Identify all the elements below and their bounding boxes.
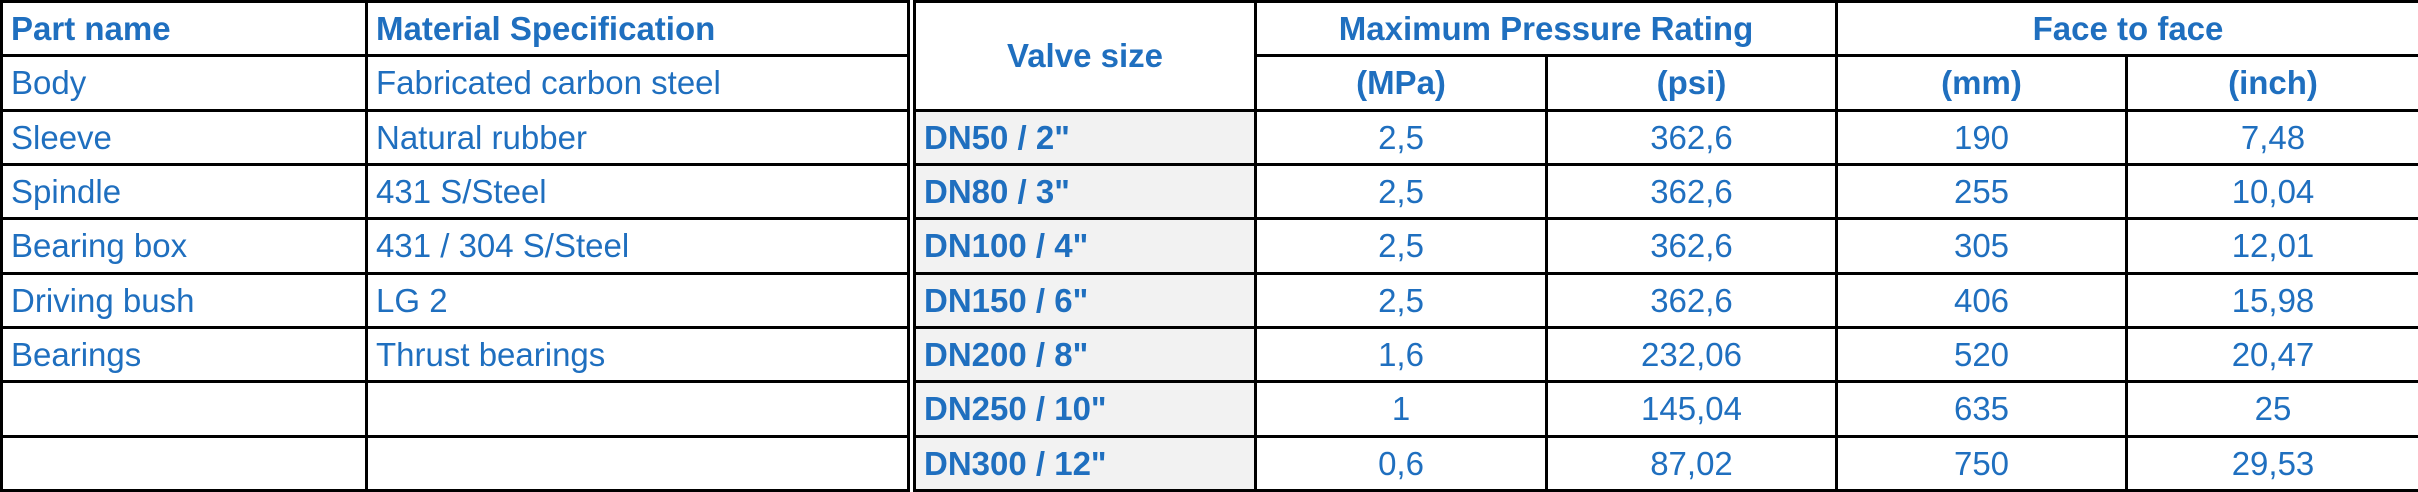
table-cell: Valve size — [907, 0, 1257, 112]
table-cell: 29,53 — [2125, 434, 2418, 492]
table-cell: Sleeve — [0, 108, 368, 166]
table-cell: 255 — [1835, 162, 2128, 221]
table-cell: 2,5 — [1254, 217, 1548, 275]
table-cell: 145,04 — [1545, 380, 1838, 438]
table-cell: Body — [0, 54, 368, 112]
table-cell: 0,6 — [1254, 434, 1548, 492]
table-cell: DN200 / 8" — [907, 325, 1257, 384]
table-cell: 20,47 — [2125, 325, 2418, 384]
table-cell: 12,01 — [2125, 217, 2418, 275]
table-cell: DN80 / 3" — [907, 162, 1257, 221]
table-cell: Part name — [0, 0, 368, 58]
table-cell: 10,04 — [2125, 162, 2418, 221]
table-cell: (MPa) — [1254, 54, 1548, 112]
table-row: Sleeve Natural rubber DN50 / 2" 2,5 362,6 190… — [0, 108, 2418, 166]
table-row: Driving bush LG 2 DN150 / 6" 2,5 362,6 406 15,… — [0, 271, 2418, 329]
table-cell: 406 — [1835, 271, 2128, 329]
table-cell: Bearings — [0, 325, 368, 384]
table-cell: Material Specification — [365, 0, 913, 58]
table-cell: 362,6 — [1545, 162, 1838, 221]
table-cell: 87,02 — [1545, 434, 1838, 492]
table-cell: Fabricated carbon steel — [365, 54, 913, 112]
table-cell: 25 — [2125, 380, 2418, 438]
table-cell: 2,5 — [1254, 271, 1548, 329]
table-row: DN300 / 12" 0,6 87,02 750 29,53 — [0, 434, 2418, 492]
table-cell: Driving bush — [0, 271, 368, 329]
table-cell: 15,98 — [2125, 271, 2418, 329]
table-cell: (psi) — [1545, 54, 1838, 112]
table-cell: 362,6 — [1545, 108, 1838, 166]
table-cell: Maximum Pressure Rating — [1254, 0, 1838, 58]
table-cell — [365, 380, 913, 438]
table-cell — [0, 434, 368, 492]
table-cell: 1 — [1254, 380, 1548, 438]
table-cell: 1,6 — [1254, 325, 1548, 384]
table-cell: 750 — [1835, 434, 2128, 492]
table-cell: 2,5 — [1254, 108, 1548, 166]
table-row: Bearings Thrust bearings DN200 / 8" 1,6 232,… — [0, 325, 2418, 384]
table-cell: DN250 / 10" — [907, 380, 1257, 438]
table-cell: LG 2 — [365, 271, 913, 329]
table-row: Spindle 431 S/Steel DN80 / 3" 2,5 362,6 255 10… — [0, 162, 2418, 221]
table-cell: Face to face — [1835, 0, 2418, 58]
table-cell: 362,6 — [1545, 271, 1838, 329]
table-row: Bearing box 431 / 304 S/Steel DN100 / 4" 2,… — [0, 217, 2418, 275]
table-cell: Spindle — [0, 162, 368, 221]
table-row: Part name Material Specification Valve siz… — [0, 0, 2418, 112]
table-cell: Thrust bearings — [365, 325, 913, 384]
table-cell — [365, 434, 913, 492]
table-cell: 7,48 — [2125, 108, 2418, 166]
table-cell: (inch) — [2125, 54, 2418, 112]
table-cell: 431 / 304 S/Steel — [365, 217, 913, 275]
table-cell: 520 — [1835, 325, 2128, 384]
table-cell: DN300 / 12" — [907, 434, 1257, 492]
table-cell: Natural rubber — [365, 108, 913, 166]
table-cell: DN150 / 6" — [907, 271, 1257, 329]
table-cell: 232,06 — [1545, 325, 1838, 384]
table-cell: 362,6 — [1545, 217, 1838, 275]
table-cell: DN100 / 4" — [907, 217, 1257, 275]
table-cell: 431 S/Steel — [365, 162, 913, 221]
table-cell: 190 — [1835, 108, 2128, 166]
table-row: Body Fabricated carbon steel (MPa) (psi) (mm… — [0, 54, 2418, 112]
table-cell — [0, 380, 368, 438]
table-row: DN250 / 10" 1 145,04 635 25 — [0, 380, 2418, 438]
table-cell: 2,5 — [1254, 162, 1548, 221]
table-cell: 635 — [1835, 380, 2128, 438]
table-cell: Bearing box — [0, 217, 368, 275]
table-cell: 305 — [1835, 217, 2128, 275]
table-cell: DN50 / 2" — [907, 108, 1257, 166]
table-cell: (mm) — [1835, 54, 2128, 112]
